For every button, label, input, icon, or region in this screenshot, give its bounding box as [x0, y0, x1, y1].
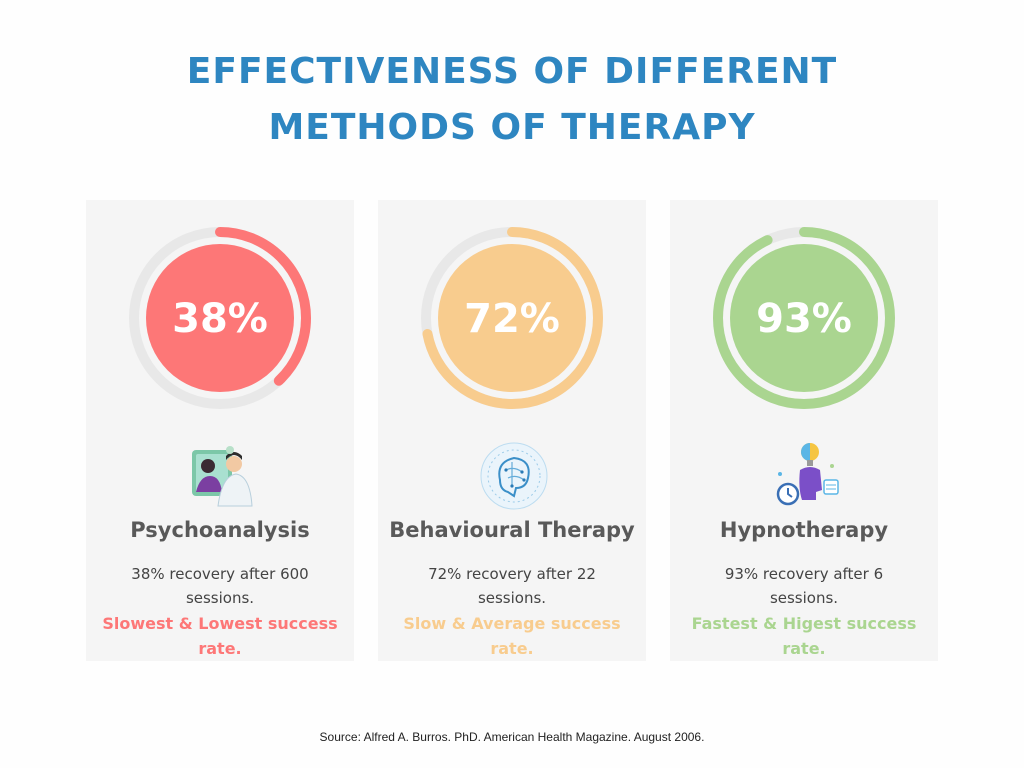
percentage-label: 38%	[172, 296, 268, 342]
source-citation: Source: Alfred A. Burros. PhD. American …	[319, 730, 705, 744]
card-behavioural-therapy: 72% Behavioural Therapy 72% recovery aft…	[378, 200, 646, 661]
ring-center	[438, 244, 586, 392]
title-line-1: EFFECTIVENESS OF DIFFERENT	[186, 51, 838, 92]
method-name: Behavioural Therapy	[389, 518, 635, 542]
method-name: Hypnotherapy	[719, 518, 889, 542]
brain-network-icon	[480, 442, 548, 510]
ring-progress	[713, 227, 895, 409]
therapist-patient-icon	[192, 446, 253, 507]
percentage-label: 93%	[756, 296, 852, 342]
method-description: 93% recovery after 6 sessions.	[724, 565, 884, 607]
title-line-2: METHODS OF THERAPY	[268, 107, 756, 148]
method-description: 72% recovery after 22 sessions.	[428, 565, 596, 607]
percentage-label: 72%	[464, 296, 560, 342]
method-name: Psychoanalysis	[130, 518, 310, 542]
ring-center	[730, 244, 878, 392]
ring-progress	[421, 227, 603, 409]
donut-chart-hypnotherapy: 93%	[713, 227, 895, 409]
method-note: Slowest & Lowest success rate.	[102, 614, 338, 658]
page-title: EFFECTIVENESS OF DIFFERENT METHODS OF TH…	[0, 44, 1024, 156]
donut-chart-psychoanalysis: 38%	[129, 227, 311, 409]
head-lightbulb-clock-icon	[776, 443, 839, 506]
ring-center	[146, 244, 294, 392]
method-note: Slow & Average success rate.	[403, 614, 621, 658]
card-psychoanalysis: 38% Psychoanalysis 38% recovery after 60…	[86, 200, 354, 661]
donut-chart-behavioural-therapy: 72%	[421, 227, 603, 409]
method-description: 38% recovery after 600 sessions.	[131, 565, 309, 607]
method-note: Fastest & Higest success rate.	[691, 614, 917, 658]
card-hypnotherapy: 93% Hypnotherapy 93% recovery after 6 se…	[670, 200, 938, 661]
ring-progress	[129, 227, 311, 409]
